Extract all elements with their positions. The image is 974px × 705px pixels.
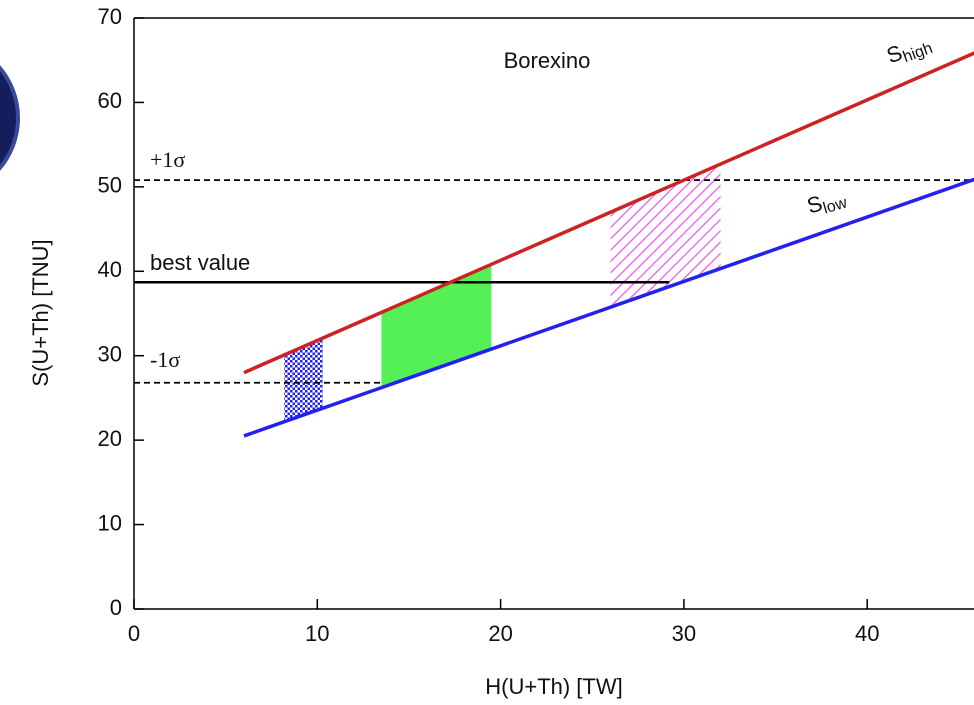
shaded-region [611, 164, 721, 307]
x-tick-label: 20 [488, 621, 512, 646]
series-label: Slow [804, 184, 849, 222]
y-tick-label: 50 [98, 173, 122, 198]
reference-label: best value [150, 250, 250, 275]
y-tick-label: 20 [98, 426, 122, 451]
y-tick-label: 30 [98, 342, 122, 367]
chart: Borexino H(U+Th) [TW] S(U+Th) [TNU] +1σ b… [0, 0, 974, 705]
chart-title: Borexino [504, 48, 591, 73]
x-tick-label: 10 [305, 621, 329, 646]
plot-area [134, 52, 974, 436]
reference-label: -1σ [150, 347, 180, 372]
y-tick-label: 60 [98, 88, 122, 113]
series-label-sub: high [901, 40, 935, 66]
y-tick-label: 40 [98, 257, 122, 282]
y-tick-label: 0 [110, 595, 122, 620]
series-label-sub: low [821, 195, 849, 218]
y-tick-label: 10 [98, 510, 122, 535]
logo [0, 40, 18, 196]
data-line [244, 178, 974, 436]
y-axis-label: S(U+Th) [TNU] [28, 239, 53, 386]
series-label: Shigh [883, 29, 935, 71]
x-tick-label: 30 [672, 621, 696, 646]
y-tick-label: 70 [98, 4, 122, 29]
x-tick-label: 40 [855, 621, 879, 646]
page: {"chart_data":{"type":"line","title":"Bo… [0, 0, 974, 705]
x-tick-label: 0 [128, 621, 140, 646]
data-line [244, 52, 974, 373]
reference-label: +1σ [150, 147, 185, 172]
x-axis-label: H(U+Th) [TW] [485, 674, 623, 699]
